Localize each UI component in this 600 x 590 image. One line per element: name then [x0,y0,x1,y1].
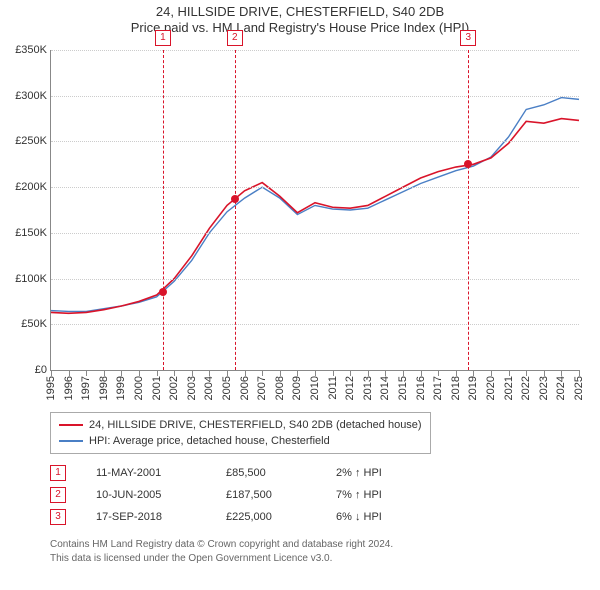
attribution: Contains HM Land Registry data © Crown c… [50,538,393,566]
sales-row: 1 11-MAY-2001£85,5002% ↑ HPI [50,462,426,484]
y-axis-label: £300K [15,90,47,102]
x-axis-label: 2004 [203,376,215,400]
attribution-line-2: This data is licensed under the Open Gov… [50,552,393,566]
legend-swatch [59,424,83,426]
sales-row: 2 10-JUN-2005£187,5007% ↑ HPI [50,484,426,506]
y-gridline [51,96,579,97]
x-axis-label: 2025 [573,376,585,400]
title-sub: Price paid vs. HM Land Registry's House … [0,20,600,35]
sales-index-box: 2 [50,487,66,503]
y-axis-label: £50K [21,318,47,330]
x-axis-label: 1999 [115,376,127,400]
titles: 24, HILLSIDE DRIVE, CHESTERFIELD, S40 2D… [0,0,600,35]
x-axis-label: 1998 [98,376,110,400]
y-axis-label: £0 [35,364,47,376]
legend-box: 24, HILLSIDE DRIVE, CHESTERFIELD, S40 2D… [50,412,431,454]
sales-delta: 7% ↑ HPI [336,489,426,501]
x-axis-label: 2007 [256,376,268,400]
legend-row: HPI: Average price, detached house, Ches… [59,433,422,449]
x-axis-label: 2006 [239,376,251,400]
y-gridline [51,324,579,325]
marker-dot [231,195,239,203]
sales-price: £85,500 [226,467,336,479]
sales-index-box: 1 [50,465,66,481]
sales-index-box: 3 [50,509,66,525]
x-axis-label: 2012 [344,376,356,400]
sales-row: 3 17-SEP-2018£225,0006% ↓ HPI [50,506,426,528]
sales-table: 1 11-MAY-2001£85,5002% ↑ HPI 2 10-JUN-2005£… [50,462,426,528]
x-axis-label: 2010 [309,376,321,400]
y-axis-label: £250K [15,135,47,147]
x-axis-label: 2018 [450,376,462,400]
x-axis-label: 2013 [362,376,374,400]
sales-date: 17-SEP-2018 [96,511,226,523]
x-axis-label: 2011 [327,376,339,400]
sales-price: £187,500 [226,489,336,501]
x-axis-label: 2017 [432,376,444,400]
sales-date: 10-JUN-2005 [96,489,226,501]
x-axis-label: 1996 [63,376,75,400]
legend-label: HPI: Average price, detached house, Ches… [89,433,330,449]
x-axis-label: 2003 [186,376,198,400]
marker-box: 1 [155,30,171,46]
x-axis-label: 2005 [221,376,233,400]
marker-line [235,50,236,370]
x-axis-label: 2022 [520,376,532,400]
sales-date: 11-MAY-2001 [96,467,226,479]
y-axis-label: £100K [15,273,47,285]
x-axis-label: 1995 [45,376,57,400]
y-axis-label: £200K [15,181,47,193]
x-axis-label: 2019 [467,376,479,400]
marker-line [468,50,469,370]
chart-lines-svg [51,50,579,370]
sales-delta: 2% ↑ HPI [336,467,426,479]
x-axis-label: 2008 [274,376,286,400]
x-axis-label: 2014 [379,376,391,400]
x-axis-label: 2001 [151,376,163,400]
y-gridline [51,279,579,280]
sales-delta: 6% ↓ HPI [336,511,426,523]
y-gridline [51,141,579,142]
x-axis-label: 2000 [133,376,145,400]
y-gridline [51,187,579,188]
x-axis-label: 2015 [397,376,409,400]
marker-dot [464,160,472,168]
chart-area: £0£50K£100K£150K£200K£250K£300K£350K1995… [50,50,579,371]
x-axis-label: 2002 [168,376,180,400]
marker-line [163,50,164,370]
legend-label: 24, HILLSIDE DRIVE, CHESTERFIELD, S40 2D… [89,417,422,433]
x-axis-label: 1997 [80,376,92,400]
y-gridline [51,233,579,234]
chart-container: 24, HILLSIDE DRIVE, CHESTERFIELD, S40 2D… [0,0,600,590]
x-axis-label: 2023 [538,376,550,400]
x-axis-label: 2016 [415,376,427,400]
marker-box: 2 [227,30,243,46]
x-axis-label: 2020 [485,376,497,400]
x-axis-label: 2021 [503,376,515,400]
x-axis-label: 2009 [291,376,303,400]
title-main: 24, HILLSIDE DRIVE, CHESTERFIELD, S40 2D… [0,4,600,19]
y-axis-label: £150K [15,227,47,239]
marker-box: 3 [460,30,476,46]
legend-swatch [59,440,83,442]
x-axis-label: 2024 [555,376,567,400]
attribution-line-1: Contains HM Land Registry data © Crown c… [50,538,393,552]
sales-price: £225,000 [226,511,336,523]
legend-row: 24, HILLSIDE DRIVE, CHESTERFIELD, S40 2D… [59,417,422,433]
marker-dot [159,288,167,296]
y-gridline [51,50,579,51]
y-axis-label: £350K [15,44,47,56]
